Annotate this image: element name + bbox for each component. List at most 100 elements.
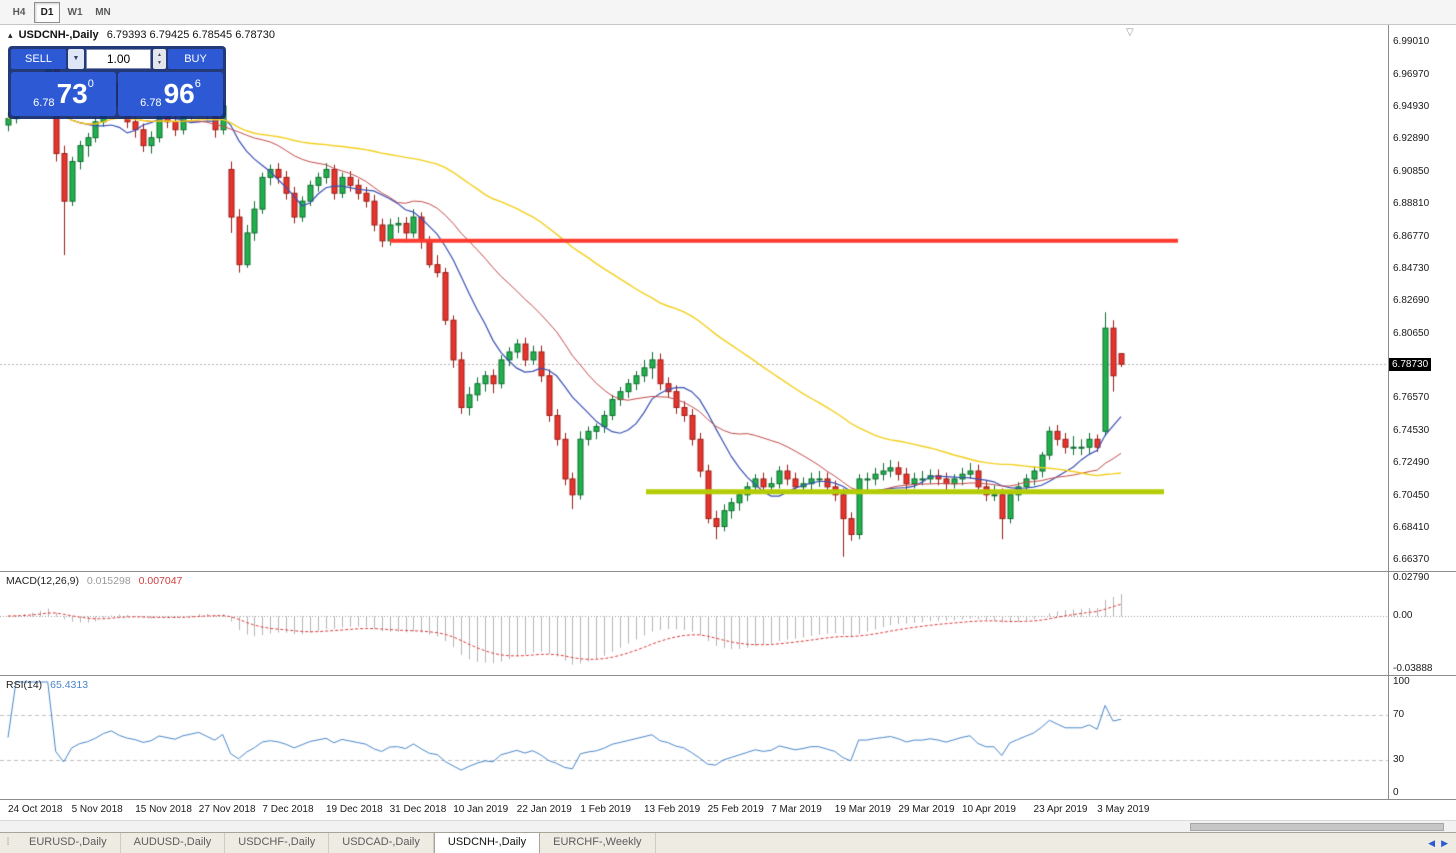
volume-stepper[interactable]: ▲ ▼ — [153, 49, 166, 69]
date-axis-label: 7 Mar 2019 — [771, 804, 822, 815]
price-axis-label: 6.90850 — [1393, 165, 1430, 177]
macd-signal-value: 0.007047 — [138, 575, 183, 587]
rsi-axis[interactable]: 100 70 30 0 — [1389, 676, 1456, 799]
date-axis-label: 19 Dec 2018 — [326, 804, 383, 815]
price-axis-label: 6.72490 — [1393, 457, 1430, 469]
tab-eurchf-weekly[interactable]: EURCHF-,Weekly — [540, 833, 656, 853]
chart-shift-marker-icon: ▽ — [1126, 27, 1134, 38]
chart-header: ▴ USDCNH-,Daily 6.79393 6.79425 6.78545 … — [8, 29, 275, 41]
macd-axis-label: 0.02790 — [1393, 572, 1430, 583]
macd-panel-separator[interactable] — [0, 571, 1456, 572]
rsi-name: RSI(14) — [6, 679, 43, 691]
tab-grip[interactable]: ⁞ — [6, 837, 10, 848]
horizontal-scrollbar[interactable] — [0, 820, 1456, 832]
price-axis-label: 6.70450 — [1393, 489, 1430, 501]
price-axis-label: 6.99010 — [1393, 36, 1430, 48]
rsi-axis-label: 100 — [1393, 676, 1410, 687]
price-axis-label: 6.92890 — [1393, 133, 1430, 145]
volume-input[interactable] — [86, 49, 151, 69]
price-chart-canvas[interactable] — [0, 25, 1388, 571]
price-axis[interactable]: 6.99010 6.96970 6.94930 6.92890 6.90850 6.888… — [1389, 25, 1456, 571]
date-axis-label: 7 Dec 2018 — [262, 804, 314, 815]
price-axis-label: 6.96970 — [1393, 68, 1430, 80]
date-axis-label: 29 Mar 2019 — [898, 804, 955, 815]
tab-audusd-daily[interactable]: AUDUSD-,Daily — [121, 833, 226, 853]
spin-up-icon[interactable]: ▲ — [157, 52, 162, 58]
timeframe-mn-button[interactable]: MN — [95, 6, 111, 18]
tab-eurusd-daily[interactable]: EURUSD-,Daily — [16, 833, 121, 853]
date-axis-label: 25 Feb 2019 — [707, 804, 764, 815]
date-axis-label: 27 Nov 2018 — [198, 804, 256, 815]
macd-main-value: 0.015298 — [86, 575, 131, 587]
price-axis-label: 6.66370 — [1393, 554, 1430, 566]
timeframe-d1-button[interactable]: D1 — [34, 1, 60, 23]
date-axis-label: 3 May 2019 — [1097, 804, 1150, 815]
date-axis-label: 1 Feb 2019 — [580, 804, 631, 815]
tab-usdchf-daily[interactable]: USDCHF-,Daily — [225, 833, 330, 853]
date-axis-label: 23 Apr 2019 — [1033, 804, 1088, 815]
current-price-tag: 6.78730 — [1389, 358, 1432, 372]
tabs-scroll-left-icon[interactable]: ◀ — [1428, 837, 1436, 848]
buy-price-display[interactable]: 6.78 96 6 — [118, 72, 223, 116]
tab-usdcnh-daily[interactable]: USDCNH-,Daily — [433, 833, 541, 853]
date-axis-label: 19 Mar 2019 — [834, 804, 891, 815]
scrollbar-thumb[interactable] — [1190, 823, 1444, 831]
rsi-axis-label: 70 — [1393, 709, 1405, 721]
tab-usdcad-daily[interactable]: USDCAD-,Daily — [329, 833, 434, 853]
one-click-panel-toggle-icon[interactable]: ▴ — [8, 30, 13, 40]
rsi-value: 65.4313 — [50, 679, 89, 691]
date-axis-label: 24 Oct 2018 — [8, 804, 63, 815]
sell-price-big: 73 — [56, 78, 88, 109]
sell-button[interactable]: SELL — [11, 49, 66, 69]
macd-name: MACD(12,26,9) — [6, 575, 79, 587]
timeframe-w1-button[interactable]: W1 — [67, 6, 83, 18]
price-axis-label: 6.88810 — [1393, 198, 1430, 210]
macd-axis-label: 0.00 — [1393, 610, 1413, 622]
price-axis-label: 6.84730 — [1393, 262, 1430, 274]
volume-dropdown-icon[interactable]: ▼ — [68, 49, 84, 69]
rsi-panel-separator[interactable] — [0, 675, 1456, 676]
date-axis-label: 5 Nov 2018 — [71, 804, 123, 815]
date-axis-label: 31 Dec 2018 — [389, 804, 447, 815]
timeframe-toolbar: H4 D1 W1 MN — [0, 0, 1456, 25]
macd-axis[interactable]: 0.02790 0.00 -0.03888 — [1389, 572, 1456, 675]
spin-down-icon[interactable]: ▼ — [157, 60, 162, 66]
rsi-axis-label: 30 — [1393, 753, 1405, 765]
timeframe-h4-button[interactable]: H4 — [12, 6, 26, 18]
one-click-trading-panel: SELL ▼ ▲ ▼ BUY 6.78 73 0 6.78 96 6 — [8, 46, 226, 119]
tab-scroll-arrows: ◀ ▶ — [1428, 833, 1456, 853]
chart-ohlc-values: 6.79393 6.79425 6.78545 6.78730 — [106, 29, 275, 41]
price-axis-label: 6.74530 — [1393, 424, 1430, 436]
date-axis-label: 15 Nov 2018 — [135, 804, 192, 815]
macd-canvas[interactable] — [0, 572, 1388, 675]
buy-price-prefix: 6.78 — [140, 97, 162, 109]
price-axis-separator — [1388, 25, 1389, 800]
date-axis[interactable]: 24 Oct 2018 5 Nov 2018 15 Nov 2018 27 Nov 2… — [0, 800, 1388, 820]
date-axis-label: 10 Jan 2019 — [453, 804, 509, 815]
date-axis-separator — [0, 799, 1456, 800]
sell-price-sup: 0 — [87, 78, 94, 90]
tabs-scroll-right-icon[interactable]: ▶ — [1441, 837, 1448, 848]
rsi-canvas[interactable] — [0, 676, 1388, 799]
macd-axis-label: -0.03888 — [1393, 663, 1433, 674]
sell-price-prefix: 6.78 — [33, 97, 55, 109]
date-axis-label: 22 Jan 2019 — [516, 804, 572, 815]
price-axis-label: 6.68410 — [1393, 521, 1430, 533]
date-axis-label: 10 Apr 2019 — [962, 804, 1016, 815]
price-axis-label: 6.82690 — [1393, 295, 1430, 307]
date-axis-label: 13 Feb 2019 — [644, 804, 701, 815]
macd-label: MACD(12,26,9) 0.015298 0.007047 — [6, 575, 182, 587]
price-axis-label: 6.76570 — [1393, 392, 1430, 404]
sell-price-display[interactable]: 6.78 73 0 — [11, 72, 116, 116]
buy-price-big: 96 — [163, 78, 195, 109]
rsi-label: RSI(14) 65.4313 — [6, 679, 88, 691]
rsi-axis-label: 0 — [1393, 787, 1399, 798]
chart-tab-bar: ⁞ EURUSD-,Daily AUDUSD-,Daily USDCHF-,Da… — [0, 832, 1456, 853]
buy-price-sup: 6 — [194, 78, 201, 90]
buy-button[interactable]: BUY — [168, 49, 223, 69]
price-axis-label: 6.86770 — [1393, 230, 1430, 242]
price-axis-label: 6.80650 — [1393, 327, 1430, 339]
chart-symbol-label: USDCNH-,Daily — [18, 29, 99, 41]
price-axis-label: 6.94930 — [1393, 101, 1430, 113]
